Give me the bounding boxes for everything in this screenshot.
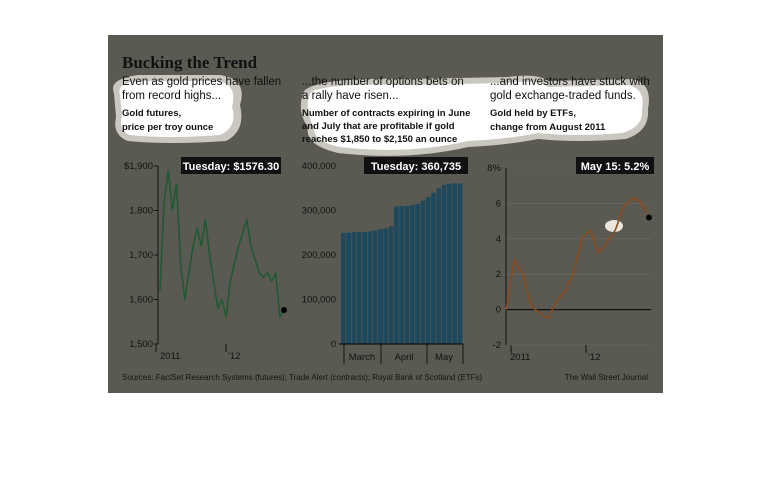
y-tick-label: 1,500 <box>129 339 153 350</box>
contracts-bar <box>378 229 383 344</box>
callout-2-text: Tuesday: 360,735 <box>371 161 461 173</box>
panel-2-subtitle-line-1: Number of contracts expiring in June <box>302 108 470 119</box>
contracts-bar <box>425 197 431 344</box>
panel-2-subtitle-line-3: reaches $1,850 to $2,150 an ounce <box>302 134 457 145</box>
contracts-bar <box>394 206 399 344</box>
x-tick-label: April <box>394 352 413 363</box>
x-tick-label: May <box>435 352 453 363</box>
y-tick-label: 1,600 <box>129 295 153 306</box>
y-tick-label: 1,700 <box>129 250 153 261</box>
etf-latest-point <box>646 214 652 221</box>
gold-latest-point <box>281 307 287 314</box>
source-note: Sources: FactSet Research Systems (futur… <box>122 373 482 382</box>
contracts-bar <box>346 232 352 344</box>
callout-1-text: Tuesday: $1576.30 <box>183 161 279 173</box>
contracts-bar <box>431 192 436 344</box>
contracts-bar <box>436 188 442 344</box>
options-contracts-chart: 400,000 300,000 200,000 100,000 0 March April M… <box>302 161 464 364</box>
y-tick-label: -2 <box>493 340 501 351</box>
callout-2-box <box>364 157 468 174</box>
panel-2-intro-line-2: a rally have risen... <box>302 90 399 102</box>
highlight-blobs <box>113 75 649 232</box>
contracts-bar <box>362 231 367 344</box>
contracts-bar <box>409 205 415 344</box>
y-tick-label: 0 <box>496 305 501 316</box>
y-tick-label: 8% <box>487 163 501 174</box>
contracts-bar <box>420 200 426 344</box>
highlight-blob-1 <box>119 81 234 137</box>
callout-1-box <box>181 157 281 174</box>
contracts-bar <box>399 206 405 344</box>
small-highlight-spot <box>605 220 623 232</box>
contracts-bar <box>356 231 362 344</box>
contracts-bar <box>351 232 357 344</box>
gold-price-line <box>159 169 285 319</box>
contracts-bar <box>383 228 389 344</box>
gold-futures-chart: $1,900 1,800 1,700 1,600 1,500 2011 '12 <box>124 161 287 362</box>
y-tick-label: 200,000 <box>302 250 336 261</box>
panel-3-intro-line-1: ...and investors have stuck with <box>490 76 650 88</box>
panel-1-intro-line-1: Even as gold prices have fallen <box>122 76 281 88</box>
panel-2-subtitle-line-2: and July that are profitable if gold <box>302 121 455 132</box>
y-tick-label: 400,000 <box>302 161 336 172</box>
contracts-bar <box>372 230 378 344</box>
panel-3-subtitle-line-1: Gold held by ETFs, <box>490 108 576 119</box>
contracts-bar <box>367 231 373 344</box>
x-tick-label: 2011 <box>160 351 180 362</box>
callout-3-text: May 15: 5.2% <box>581 161 650 173</box>
etf-holdings-line <box>505 197 650 320</box>
panel-1-subtitle-line-1: Gold futures, <box>122 108 181 119</box>
gold-trend-graphic: Bucking the Trend Even as gold prices ha… <box>108 35 663 393</box>
y-tick-label: 4 <box>496 234 501 245</box>
y-tick-label: 6 <box>496 198 501 209</box>
y-tick-label: 100,000 <box>302 295 336 306</box>
contracts-bar <box>447 183 452 344</box>
x-tick-label: '12 <box>588 352 600 363</box>
panel-3-subtitle-line-2: change from August 2011 <box>490 122 606 133</box>
contracts-bar <box>388 226 394 344</box>
x-tick-label: 2011 <box>510 352 530 363</box>
y-tick-label: 300,000 <box>302 206 336 217</box>
highlight-blob-2 <box>307 81 643 150</box>
contracts-bar <box>457 183 463 344</box>
panel-1-intro-line-2: from record highs... <box>122 90 221 102</box>
x-tick-label: March <box>349 352 375 363</box>
credit-line: The Wall Street Journal <box>565 373 649 382</box>
y-tick-label: 1,800 <box>129 206 153 217</box>
contracts-bar <box>452 183 458 344</box>
graphic-title: Bucking the Trend <box>122 53 258 72</box>
panel-2-intro-line-1: ...the number of options bets on <box>302 76 464 88</box>
x-tick-label: '12 <box>228 351 240 362</box>
y-tick-label: 2 <box>496 269 501 280</box>
contracts-bar <box>441 184 447 344</box>
contracts-bar <box>415 203 420 344</box>
panel-3-intro-line-2: gold exchange-traded funds. <box>490 90 636 102</box>
y-tick-label: 0 <box>331 339 336 350</box>
graphic-svg: Bucking the Trend Even as gold prices ha… <box>108 35 663 393</box>
y-tick-label: $1,900 <box>124 161 153 172</box>
callout-3-box <box>576 157 654 174</box>
panel-1-subtitle-line-2: price per troy ounce <box>122 122 213 133</box>
contracts-bar <box>404 206 410 344</box>
contracts-bar <box>341 232 346 344</box>
